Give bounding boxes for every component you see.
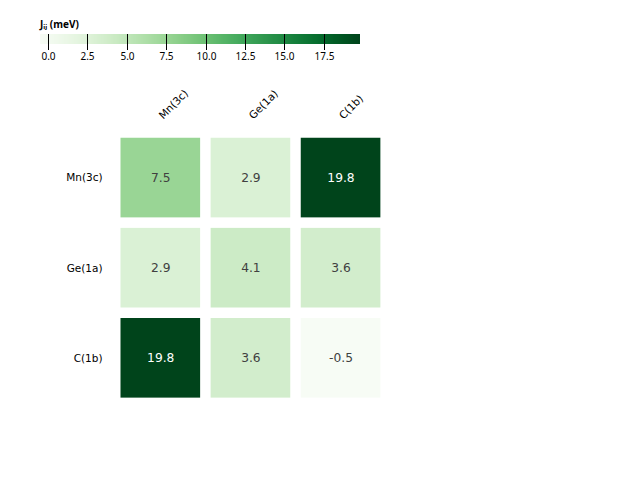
svg-text:17.5: 17.5: [315, 49, 335, 63]
svg-text:19.8: 19.8: [327, 171, 354, 185]
svg-text:Jᵢⱼ (meV): Jᵢⱼ (meV): [39, 17, 79, 31]
svg-text:12.5: 12.5: [236, 49, 256, 63]
svg-text:Mn(3c): Mn(3c): [66, 171, 102, 183]
svg-text:2.9: 2.9: [151, 261, 170, 275]
svg-text:3.6: 3.6: [241, 351, 261, 365]
svg-text:C(1b): C(1b): [336, 92, 365, 121]
svg-text:Ge(1a): Ge(1a): [246, 87, 280, 121]
svg-text:7.5: 7.5: [151, 171, 170, 185]
svg-text:Ge(1a): Ge(1a): [67, 261, 103, 273]
svg-text:0.0: 0.0: [41, 49, 55, 63]
svg-text:10.0: 10.0: [197, 49, 217, 63]
svg-text:-0.5: -0.5: [329, 351, 353, 365]
svg-text:C(1b): C(1b): [74, 352, 103, 364]
svg-text:5.0: 5.0: [120, 49, 134, 63]
svg-text:19.8: 19.8: [147, 351, 174, 365]
svg-text:2.5: 2.5: [80, 49, 94, 63]
svg-text:3.6: 3.6: [331, 261, 351, 275]
svg-text:7.5: 7.5: [159, 49, 173, 63]
svg-text:4.1: 4.1: [241, 261, 260, 275]
svg-text:15.0: 15.0: [275, 49, 295, 63]
svg-text:Mn(3c): Mn(3c): [156, 87, 190, 121]
svg-text:2.9: 2.9: [241, 171, 260, 185]
